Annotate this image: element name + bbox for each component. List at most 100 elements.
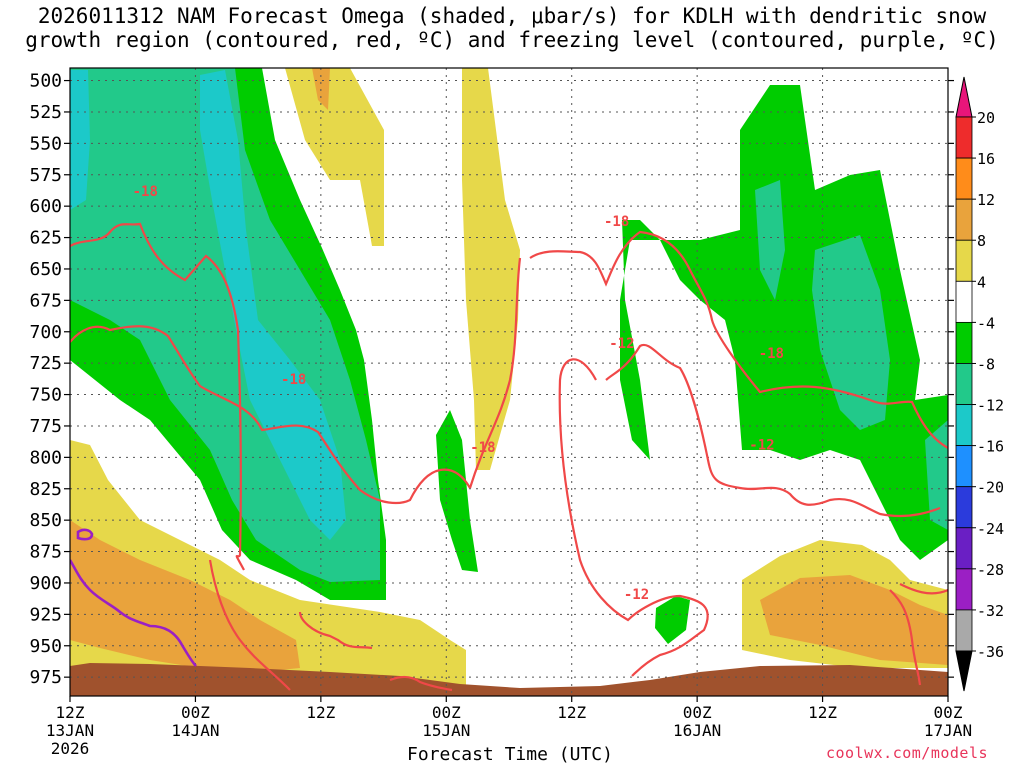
colorbar-bin: [955, 280, 973, 323]
dendritic-contour-c: [529, 230, 948, 449]
omega-region-green-mid: [436, 410, 690, 644]
colorbar-label: -36: [977, 643, 1004, 661]
x-tick-label: 00Z: [934, 703, 963, 722]
colorbar-bin: [955, 198, 973, 241]
contour-label: -12: [749, 438, 774, 454]
y-tick-label: 950: [29, 636, 62, 657]
colorbar-bin: [955, 363, 973, 405]
x-tick-label: 17JAN: [924, 721, 972, 740]
colorbar: 20 16 12 8 4 -4 -8 -12 -16 -20 -24 -28 -32 -36: [955, 76, 1004, 692]
x-tick-label: 12Z: [306, 703, 335, 722]
chart-title: 2026011312 NAM Forecast Omega (shaded, μ…: [0, 4, 1024, 52]
colorbar-label: -20: [977, 479, 1004, 497]
omega-region-orange-low: [70, 520, 300, 672]
colorbar-bin: [955, 568, 973, 611]
omega-shading: [70, 68, 948, 686]
colorbar-bottom-arrow: [955, 650, 973, 692]
y-tick-label: 825: [29, 479, 62, 500]
colorbar-bin: [955, 157, 973, 200]
y-tick-label: 550: [29, 133, 62, 154]
y-tick-label: 750: [29, 385, 62, 406]
omega-region-teal-east: [755, 180, 948, 530]
contour-label: -12: [609, 336, 634, 352]
y-tick-label: 925: [29, 604, 62, 625]
dendritic-contour-e: [558, 358, 709, 677]
y-tick-label: 650: [29, 259, 62, 280]
plot-area: -18 -18 -18 -18 -12 -18 -12 -12: [70, 68, 948, 696]
y-tick-label: 600: [29, 196, 62, 217]
contour-label: -18: [281, 372, 306, 388]
colorbar-label: 16: [977, 150, 995, 168]
contour-label: -12: [624, 587, 649, 603]
colorbar-label: 4: [977, 273, 986, 291]
x-tick-label: 00Z: [432, 703, 461, 722]
colorbar-top-arrow: [955, 76, 973, 118]
y-tick-label: 700: [29, 322, 62, 343]
colorbar-label: -8: [977, 355, 995, 373]
colorbar-label: -28: [977, 561, 1004, 579]
omega-region-yellow-upper: [285, 68, 520, 470]
colorbar-bin: [955, 239, 973, 282]
colorbar-bin: [955, 609, 973, 652]
plot-frame: [69, 67, 949, 697]
y-tick-label: 875: [29, 542, 62, 563]
colorbar-label: 20: [977, 109, 995, 127]
colorbar-bin: [955, 321, 973, 364]
colorbar-label: 8: [977, 232, 986, 250]
y-tick-label: 575: [29, 165, 62, 186]
dendritic-contour-a: [70, 222, 245, 571]
x-tick-label: 15JAN: [422, 721, 470, 740]
colorbar-label: -32: [977, 602, 1004, 620]
y-tick-label: 975: [29, 667, 62, 688]
y-axis: 500 525 550 575 600 625 650 675 700 725 750 775 800 8…: [29, 71, 954, 688]
freezing-level-contour: [70, 528, 197, 667]
x-tick-label: 12Z: [557, 703, 586, 722]
omega-region-green-east: [620, 85, 948, 560]
colorbar-label: -24: [977, 520, 1004, 538]
dendritic-contours: [70, 222, 948, 692]
colorbar-bin: [955, 404, 973, 447]
x-tick-label: 13JAN: [46, 721, 94, 740]
y-tick-label: 625: [29, 228, 62, 249]
colorbar-bin: [955, 116, 973, 159]
contour-labels: -18 -18 -18 -18 -12 -18 -12 -12: [133, 184, 784, 603]
dendritic-contour-f: [605, 343, 941, 518]
omega-region-orange-east-low: [760, 575, 948, 665]
x-tick-label: 12Z: [808, 703, 837, 722]
x-tick-label: 00Z: [683, 703, 712, 722]
y-tick-label: 850: [29, 510, 62, 531]
contour-label: -18: [759, 346, 784, 362]
y-tick-label: 675: [29, 290, 62, 311]
colorbar-bin: [955, 527, 973, 570]
colorbar-label: 12: [977, 191, 995, 209]
colorbar-bin: [955, 486, 973, 529]
dendritic-contour-g: [298, 611, 453, 692]
omega-region-cyan-core: [200, 70, 346, 540]
y-tick-label: 725: [29, 353, 62, 374]
x-tick-label: 00Z: [181, 703, 210, 722]
y-tick-label: 775: [29, 416, 62, 437]
y-tick-label: 525: [29, 102, 62, 123]
freezing-level-loop: [76, 528, 94, 541]
dendritic-contour-d: [468, 257, 522, 489]
freezing-level-line: [70, 559, 197, 667]
y-tick-label: 800: [29, 447, 62, 468]
y-tick-label: 500: [29, 71, 62, 92]
colorbar-label: -16: [977, 438, 1004, 456]
x-tick-label: 14JAN: [171, 721, 219, 740]
dendritic-contour-b: [70, 325, 471, 505]
x-tick-label: 12Z: [56, 703, 85, 722]
contour-label: -18: [604, 214, 629, 230]
chart-title-line-1: 2026011312 NAM Forecast Omega (shaded, μ…: [37, 4, 987, 28]
terrain-surface: [70, 663, 948, 696]
dendritic-contour-h: [208, 559, 948, 691]
credit-text: coolwx.com/models: [826, 744, 989, 762]
contour-label: -18: [133, 184, 158, 200]
contour-label: -18: [470, 440, 495, 456]
x-axis-label: Forecast Time (UTC): [407, 744, 613, 765]
x-tick-label: 16JAN: [673, 721, 721, 740]
chart-title-line-2: growth region (contoured, red, ºC) and f…: [25, 28, 999, 52]
colorbar-label: -12: [977, 397, 1004, 415]
y-tick-label: 900: [29, 573, 62, 594]
